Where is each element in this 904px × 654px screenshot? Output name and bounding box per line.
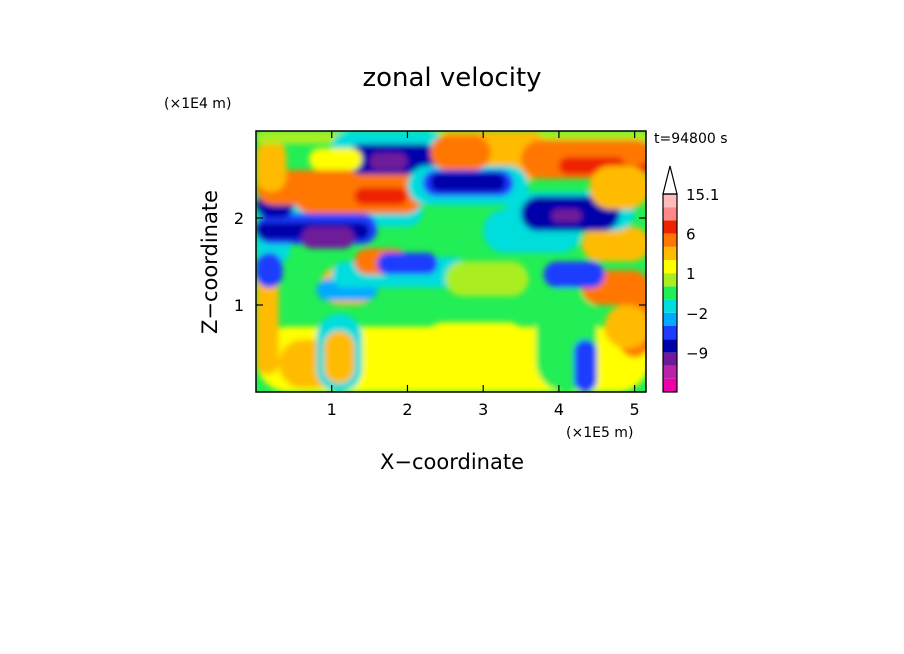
time-label: t=94800 s xyxy=(654,131,728,147)
x-tick-label: 5 xyxy=(630,400,640,419)
colorbar-swatch xyxy=(663,260,677,274)
colorbar: 15.1 6 1 −2 −9 xyxy=(662,165,719,393)
contour-region xyxy=(581,226,646,262)
plot-frame xyxy=(255,130,647,393)
colorbar-swatch xyxy=(663,352,677,366)
contour-region xyxy=(430,135,491,171)
contour-region xyxy=(604,305,646,349)
contour-region xyxy=(445,261,529,297)
colorbar-label: −9 xyxy=(686,344,708,362)
x-tick-label: 4 xyxy=(554,400,564,419)
contour-region xyxy=(543,261,605,288)
colorbar-swatch xyxy=(663,299,677,313)
y-tick-label: 2 xyxy=(234,209,244,228)
colorbar-swatch xyxy=(663,339,677,353)
contour-region xyxy=(619,139,646,166)
colorbar-label: 6 xyxy=(686,226,696,244)
contour-region xyxy=(574,339,597,392)
x-multiplier: (×1E5 m) xyxy=(566,425,633,441)
colorbar-swatch xyxy=(663,326,677,340)
contour-region xyxy=(301,226,355,249)
y-axis: 12 xyxy=(234,209,646,315)
contour-region xyxy=(256,261,279,375)
contour-region xyxy=(422,322,529,366)
velocity-field xyxy=(256,131,646,392)
y-tick-label: 1 xyxy=(234,296,244,315)
colorbar-swatch xyxy=(663,312,677,326)
colorbar-frame xyxy=(662,193,678,393)
contour-region xyxy=(589,165,646,210)
colorbar-label: 15.1 xyxy=(686,186,719,204)
x-tick-label: 2 xyxy=(402,400,412,419)
colorbar-swatch xyxy=(663,207,677,221)
contour-region xyxy=(430,172,506,192)
colorbar-swatch xyxy=(663,233,677,247)
colorbar-swatch xyxy=(663,378,677,392)
contour-region xyxy=(256,252,283,288)
colorbar-label: −2 xyxy=(686,305,708,323)
colorbar-swatch xyxy=(663,286,677,300)
colorbar-swatch xyxy=(663,194,677,208)
chart-title: zonal velocity xyxy=(362,63,541,93)
contour-region xyxy=(256,139,287,192)
x-axis-label: X−coordinate xyxy=(380,450,524,474)
contour-region xyxy=(551,209,582,223)
contour-region xyxy=(369,152,408,171)
colorbar-label: 1 xyxy=(686,265,696,283)
contour-region xyxy=(324,331,355,384)
contour-region xyxy=(309,148,363,171)
colorbar-swatch xyxy=(663,246,677,260)
colorbar-swatch xyxy=(663,220,677,234)
plot-area xyxy=(256,131,646,392)
contour-region xyxy=(354,187,408,205)
y-multiplier: (×1E4 m) xyxy=(164,96,231,112)
colorbar-swatch xyxy=(663,365,677,379)
contour-region xyxy=(377,252,438,275)
x-axis: 1 2 3 4 5 xyxy=(327,131,640,419)
colorbar-extend-arrow xyxy=(662,165,678,195)
x-tick-label: 3 xyxy=(478,400,488,419)
y-axis-label: Z−coordinate xyxy=(198,190,222,334)
x-tick-label: 1 xyxy=(327,400,337,419)
colorbar-swatch xyxy=(663,273,677,287)
